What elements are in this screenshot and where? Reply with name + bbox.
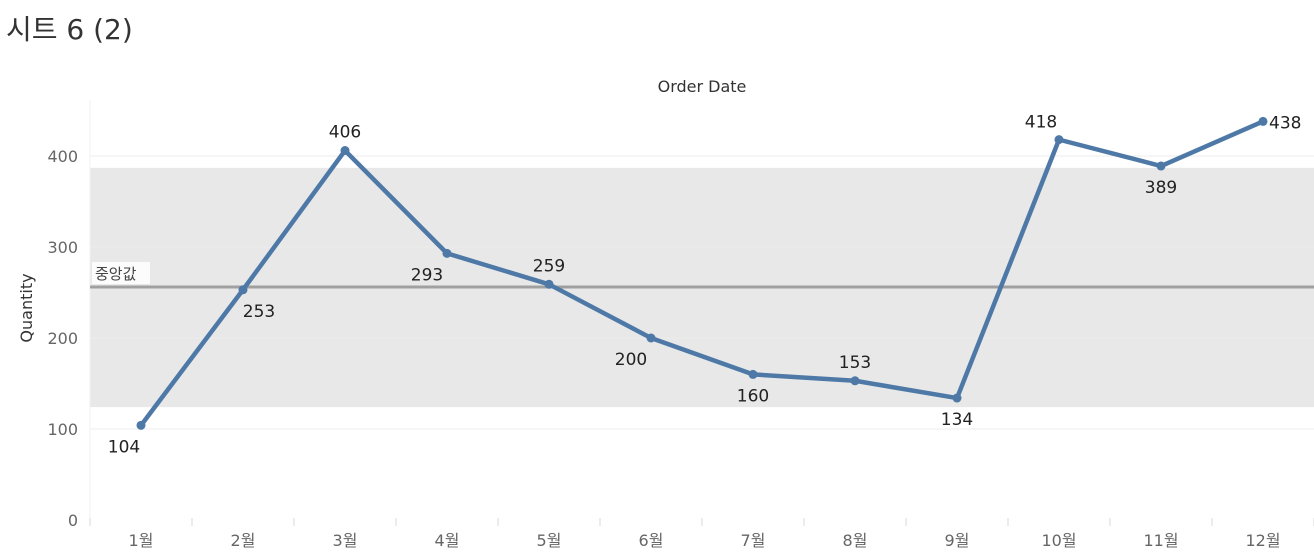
series-layer — [136, 116, 1268, 430]
x-tick-label: 3월 — [333, 531, 358, 550]
data-point — [136, 420, 146, 430]
data-label: 259 — [533, 256, 565, 276]
data-point — [952, 393, 962, 403]
x-tick-label: 4월 — [435, 531, 460, 550]
data-label: 406 — [329, 123, 361, 143]
data-label: 104 — [108, 437, 140, 457]
data-point — [1258, 116, 1268, 126]
y-tick-label: 200 — [47, 329, 78, 348]
x-tick-label: 10월 — [1041, 531, 1076, 550]
sheet-title: 시트 6 (2) — [6, 13, 133, 46]
data-point — [748, 369, 758, 379]
x-tick-label: 9월 — [945, 531, 970, 550]
y-axis-title: Quantity — [17, 273, 36, 342]
x-tick-label: 8월 — [843, 531, 868, 550]
x-tick-label: 5월 — [537, 531, 562, 550]
data-point — [238, 285, 248, 295]
data-point — [1156, 161, 1166, 171]
data-label: 389 — [1145, 178, 1177, 198]
data-label: 293 — [411, 265, 443, 285]
y-tick-label: 400 — [47, 147, 78, 166]
x-tick-label: 1월 — [129, 531, 154, 550]
data-label: 153 — [839, 353, 871, 373]
data-label: 134 — [941, 410, 973, 430]
y-tick-label: 100 — [47, 420, 78, 439]
data-label: 438 — [1269, 113, 1301, 133]
data-point — [442, 248, 452, 258]
data-label: 200 — [615, 350, 647, 370]
x-tick-label: 12월 — [1245, 531, 1280, 550]
x-tick-label: 7월 — [741, 531, 766, 550]
data-labels: 104 253 406 293 259 200 160 153 134 418 389 438 — [108, 113, 1302, 458]
y-tick-label: 0 — [68, 511, 78, 530]
column-header-title: Order Date — [658, 77, 747, 96]
x-tick-label: 11월 — [1143, 531, 1178, 550]
data-label: 160 — [737, 386, 769, 406]
gridlines — [90, 155, 1314, 430]
data-point — [646, 333, 656, 343]
y-tick-label: 300 — [47, 238, 78, 257]
data-point — [850, 376, 860, 386]
data-point — [1054, 135, 1064, 145]
reference-line-layer: 중앙값 — [90, 262, 1314, 289]
series-line — [138, 119, 1266, 428]
data-point — [544, 279, 554, 289]
reference-line-label: 중앙값 — [95, 265, 137, 283]
x-tick-label: 2월 — [231, 531, 256, 550]
data-label: 253 — [243, 302, 275, 322]
data-point — [340, 146, 350, 156]
axes: 0 100 200 300 400 1월 2월 3월 4월 5월 6월 7월 8월 9월 10월 11월 12월 — [47, 100, 1314, 550]
x-tick-label: 6월 — [639, 531, 664, 550]
data-label: 418 — [1025, 113, 1057, 133]
reference-label-bg — [92, 262, 150, 285]
